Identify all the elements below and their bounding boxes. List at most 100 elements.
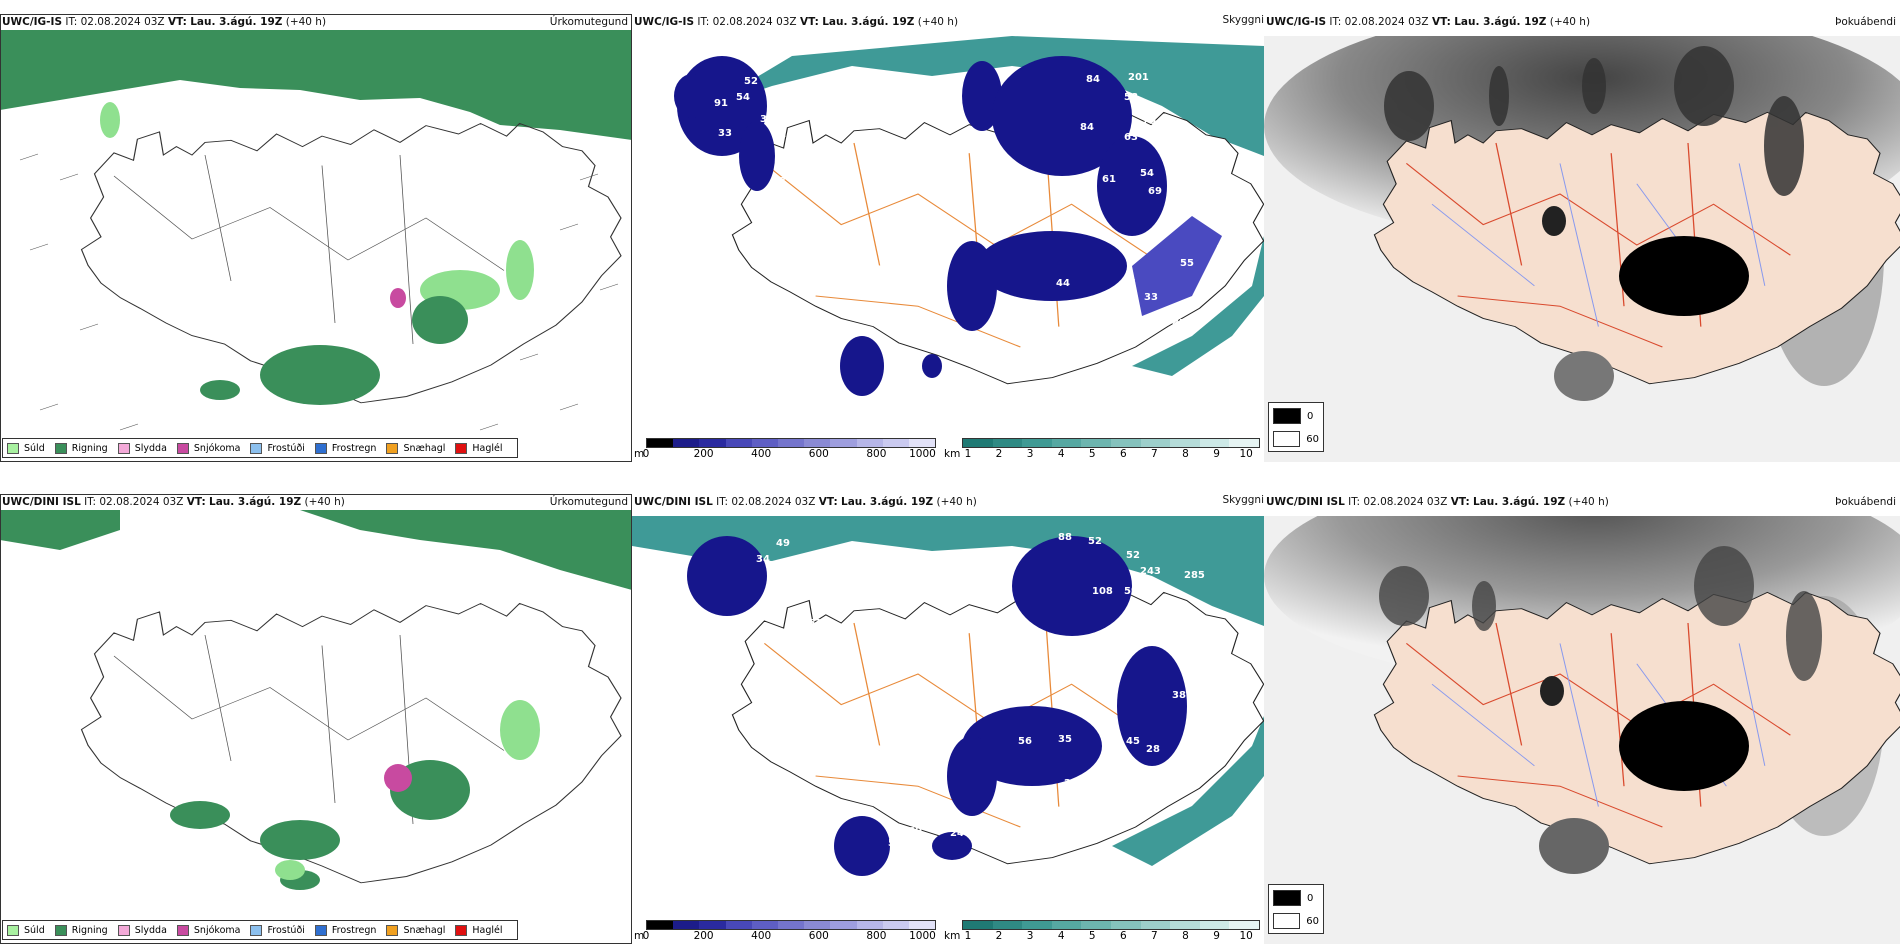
- legend-swatch: [455, 924, 468, 936]
- ceiling-label: 48: [772, 176, 786, 187]
- fog-map: [1264, 36, 1900, 462]
- panel-header: UWC/DINI ISL IT: 02.08.2024 03Z VT: Lau.…: [1264, 494, 1900, 510]
- legend-swatch: [176, 924, 189, 936]
- tick: 200: [693, 448, 714, 460]
- colorbar-segment: [908, 921, 936, 929]
- legend-swatch: [117, 924, 130, 936]
- tick: 400: [751, 930, 772, 942]
- legend-swatch: [1273, 913, 1301, 929]
- vt-value: Lau. 3.ágú. 19Z: [190, 16, 283, 28]
- ceiling-label: 20: [1060, 354, 1074, 365]
- ceiling-label: 42: [1180, 180, 1194, 191]
- legend-item: 0: [1273, 406, 1319, 426]
- vt-value: Lau. 3.ágú. 19Z: [841, 496, 934, 508]
- ceiling-label: 29: [1064, 778, 1078, 789]
- colorbar-segment: [1229, 921, 1259, 929]
- ceiling-label: 243: [1140, 566, 1161, 577]
- visibility-colorbar: km 1 2 3 4 5 6 7 8 9 10: [944, 436, 1262, 462]
- tick: 4: [1057, 930, 1065, 942]
- tick: 200: [693, 930, 714, 942]
- ceiling-label: 52: [1088, 536, 1102, 547]
- tick: 1: [964, 930, 972, 942]
- ceiling-label: 28: [1146, 744, 1160, 755]
- legend-item: Frostúði: [250, 442, 305, 454]
- ceiling-label: 114: [1210, 218, 1231, 229]
- legend-item: Rigning: [54, 442, 108, 454]
- vt-label: VT:: [799, 16, 819, 28]
- it-value: 02.08.2024 03Z: [80, 16, 165, 28]
- colorbar-segment: [804, 439, 831, 447]
- colorbar-segment: [1229, 439, 1259, 447]
- ceiling-labels: 52 91 54 33 35 34 48 49 84 201 58 84 70 …: [632, 36, 1264, 432]
- legend-item: 60: [1273, 429, 1319, 449]
- colorbar-segment: [725, 921, 752, 929]
- tick: 600: [808, 448, 829, 460]
- colorbar-segment: [856, 439, 883, 447]
- colorbar-segment: [1022, 439, 1052, 447]
- model-name: UWC/DINI ISL: [2, 496, 81, 508]
- ceiling-label: 89: [904, 368, 918, 379]
- vt-value: Lau. 3.ágú. 19Z: [209, 496, 302, 508]
- legend-swatch: [117, 442, 130, 454]
- ceiling-label: 84: [1080, 122, 1094, 133]
- visibility-colorbar: km 1 2 3 4 5 6 7 8 9 10: [944, 918, 1262, 944]
- ceiling-label: 38: [1172, 690, 1186, 701]
- ceiling-label: 18: [1060, 814, 1074, 825]
- ceiling-label: 147: [1216, 244, 1237, 255]
- colorbar-segment: [908, 439, 936, 447]
- vt-label: VT:: [1450, 496, 1470, 508]
- legend-swatch: [250, 442, 263, 454]
- legend-item: Súld: [7, 442, 45, 454]
- tick: 6: [1119, 930, 1127, 942]
- ceiling-map: [632, 36, 1264, 432]
- it-value: 02.08.2024 03Z: [99, 496, 184, 508]
- colorbar-unit: m: [634, 448, 645, 460]
- ceiling-label: 85: [1172, 318, 1186, 329]
- model-name: UWC/DINI ISL: [634, 496, 713, 508]
- ceiling-label: 27: [786, 560, 800, 571]
- ceiling-label: 33: [1144, 292, 1158, 303]
- legend-swatch: [386, 442, 399, 454]
- colorbar-segment: [992, 439, 1023, 447]
- colorbar-segment: [1140, 439, 1171, 447]
- tick: 6: [1119, 448, 1127, 460]
- lead-time: (+40 h): [1568, 496, 1609, 508]
- ceiling-label: 34: [902, 404, 916, 415]
- ceiling-label: 159: [1152, 772, 1173, 783]
- colorbar-segment: [1170, 921, 1200, 929]
- vt-value: Lau. 3.ágú. 19Z: [1473, 496, 1566, 508]
- ceiling-label: 39: [818, 586, 832, 597]
- fog-panel-1: UWC/IG-IS IT: 02.08.2024 03Z VT: Lau. 3.…: [1264, 14, 1900, 462]
- tick: 0: [642, 930, 650, 942]
- tick: 9: [1213, 930, 1220, 942]
- ceiling-label: 49: [776, 538, 790, 549]
- panel-header: UWC/DINI ISL IT: 02.08.2024 03Z VT: Lau.…: [632, 494, 1264, 510]
- colorbar-unit: km: [944, 448, 961, 460]
- tick: 3: [1026, 930, 1034, 942]
- vt-label: VT:: [167, 16, 187, 28]
- lead-time: (+40 h): [285, 16, 327, 28]
- legend-swatch: [54, 442, 67, 454]
- ceiling-label: 65: [1196, 198, 1210, 209]
- tick: 800: [866, 930, 887, 942]
- it-label: IT:: [697, 16, 710, 28]
- ceiling-label: 52: [1144, 608, 1158, 619]
- ceiling-label: 84: [1086, 74, 1100, 85]
- vt-label: VT:: [186, 496, 206, 508]
- colorbar-ticks: 0 200 400 600 800 1000: [643, 448, 936, 462]
- ceiling-map: [632, 516, 1264, 914]
- colorbar-segment: [804, 921, 831, 929]
- legend-swatch: [1273, 408, 1301, 424]
- model-name: UWC/IG-IS: [634, 16, 695, 28]
- ceiling-label: 34: [772, 130, 786, 141]
- tick: 5: [1088, 930, 1096, 942]
- ceiling-label: 70: [1142, 116, 1156, 127]
- tick: 600: [808, 930, 829, 942]
- colorbar-segment: [830, 439, 857, 447]
- colorbar-segment: [673, 439, 700, 447]
- ceiling-panel-2: UWC/DINI ISL IT: 02.08.2024 03Z VT: Lau.…: [632, 494, 1264, 944]
- tick: 9: [1213, 448, 1220, 460]
- ceiling-colorbar: m 0 200 400 600 800 1000: [634, 918, 936, 944]
- legend-item: Slydda: [117, 924, 167, 936]
- tick: 4: [1057, 448, 1065, 460]
